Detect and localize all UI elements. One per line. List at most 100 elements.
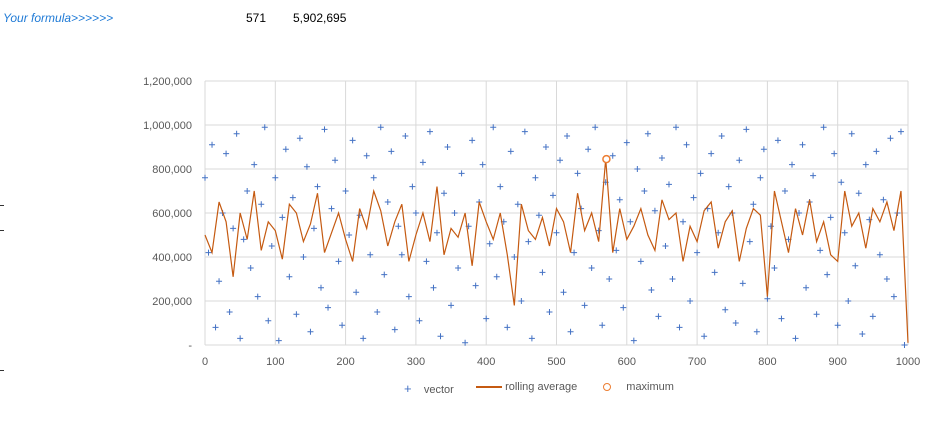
vector-point <box>275 337 282 344</box>
vector-point <box>778 315 785 322</box>
vector-point <box>518 298 525 304</box>
vector-point <box>760 146 767 153</box>
vector-point <box>237 335 244 342</box>
vector-point <box>820 124 827 131</box>
vector-point <box>405 293 412 300</box>
vector-point <box>651 207 658 214</box>
y-tick-label: 1,000,000 <box>143 120 192 132</box>
vector-point <box>367 251 374 258</box>
vector-point <box>859 331 866 337</box>
vector-point <box>739 280 746 287</box>
vector-point <box>202 174 208 181</box>
vector-point <box>535 212 542 219</box>
vector-point <box>753 328 760 335</box>
vector-point <box>395 223 402 230</box>
vector-point <box>581 302 588 309</box>
x-tick-label: 800 <box>758 356 776 368</box>
vector-point <box>746 238 753 245</box>
cell-border-mark <box>0 370 4 371</box>
vector-point <box>542 144 549 150</box>
vector-point <box>268 243 275 249</box>
vector-point <box>613 247 620 254</box>
vector-point <box>437 333 444 340</box>
rolling-average-line <box>204 159 909 343</box>
vector-point <box>792 335 799 342</box>
legend-vector: + vector <box>404 381 454 396</box>
vector-point <box>803 284 810 291</box>
vector-point <box>546 309 553 315</box>
vector-point <box>774 137 781 144</box>
vector-point <box>838 179 845 186</box>
x-tick-label: 900 <box>829 356 847 368</box>
y-tick-label: 400,000 <box>152 252 192 264</box>
vector-point <box>845 298 852 304</box>
vector-point <box>325 304 332 311</box>
result-value-cell[interactable]: 5,902,695 <box>293 11 347 25</box>
vector-point <box>472 282 479 289</box>
vector-point <box>549 192 556 199</box>
x-tick-label: 500 <box>547 356 565 368</box>
vector-point <box>258 201 265 208</box>
vector-point <box>282 146 289 153</box>
y-tick-label: 1,200,000 <box>143 76 192 88</box>
vector-point <box>880 196 887 203</box>
vector-point <box>897 128 904 135</box>
x-tick-label: 400 <box>477 356 495 368</box>
vector-point <box>233 130 240 137</box>
vector-point <box>743 126 750 133</box>
vector-point <box>553 229 560 236</box>
vector-point <box>314 183 321 190</box>
vector-point <box>307 328 314 335</box>
vector-point <box>848 130 855 137</box>
vector-point <box>883 276 890 282</box>
vector-point <box>827 214 834 221</box>
cell-border-mark <box>0 230 4 231</box>
vector-point <box>254 293 261 300</box>
y-tick-label: 600,000 <box>152 208 192 220</box>
vector-point <box>402 133 409 139</box>
vector-point <box>567 328 574 335</box>
vector-point <box>265 317 272 324</box>
vector-point <box>841 229 848 236</box>
vector-point <box>658 155 665 161</box>
vector-point <box>455 265 462 271</box>
vector-point <box>296 135 303 142</box>
vector-point <box>585 146 592 153</box>
vector-point <box>817 247 824 254</box>
vector-point <box>321 126 328 133</box>
vector-point <box>300 254 307 260</box>
vector-point <box>339 322 346 329</box>
y-tick-label: - <box>188 340 192 352</box>
vector-point <box>718 133 725 139</box>
vector-point <box>722 306 729 313</box>
vector-point <box>430 284 437 291</box>
vector-point <box>620 304 627 311</box>
vector-point <box>349 137 356 144</box>
vector-point <box>462 339 469 346</box>
vector-point <box>767 223 774 230</box>
vector-point <box>781 188 788 194</box>
legend-label: vector <box>423 384 454 396</box>
vector-point <box>247 265 254 271</box>
result-index-cell[interactable]: 571 <box>246 11 267 25</box>
vector-point <box>223 150 230 157</box>
vector-point <box>419 159 426 166</box>
vector-point <box>342 188 349 194</box>
vector-point <box>279 214 286 221</box>
vector-point <box>564 133 571 139</box>
vector-point <box>834 322 841 329</box>
vector-point <box>595 227 602 234</box>
vector-point <box>609 152 616 159</box>
vector-point <box>810 172 817 179</box>
vector-point <box>226 309 233 315</box>
vector-point <box>599 322 606 329</box>
vector-point <box>634 166 641 172</box>
legend-rolling-average: rolling average <box>476 381 577 393</box>
vector-point <box>230 225 237 232</box>
vector-point <box>426 128 433 135</box>
vector-point <box>335 258 342 265</box>
vector-point <box>665 181 672 188</box>
vector-point <box>732 320 739 326</box>
vector-point <box>346 232 353 238</box>
